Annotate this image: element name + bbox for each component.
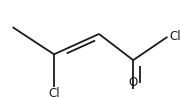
Text: Cl: Cl (169, 30, 180, 43)
Text: Cl: Cl (48, 87, 60, 97)
Text: O: O (129, 76, 138, 89)
